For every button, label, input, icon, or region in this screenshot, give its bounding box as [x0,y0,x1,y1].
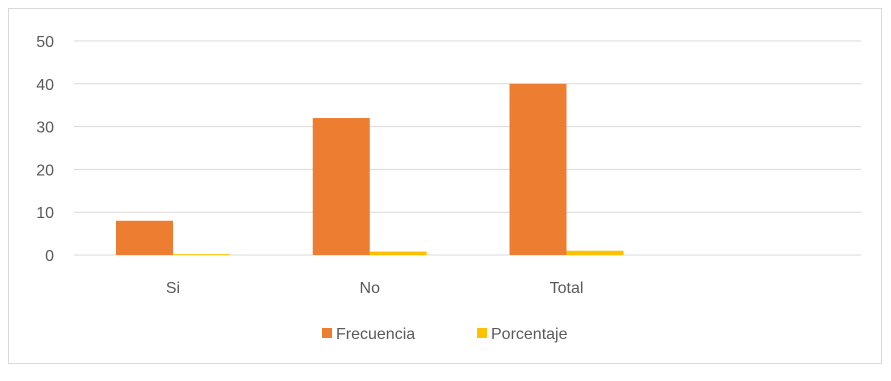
chart-area: 0 10 20 30 40 50 Si No Total Frecuencia Porcentaje [8,8,882,364]
x-tick-label: Si [166,280,180,297]
y-tick-label: 20 [36,162,54,179]
bar-frecuencia-no [312,118,370,255]
bar-porcentaje-no [369,251,427,255]
bar-porcentaje-total [566,250,624,255]
bar-frecuencia-total [509,83,567,255]
bar-chart: 0 10 20 30 40 50 Si No Total Frecuencia Porcentaje [36,34,861,343]
y-tick-label: 0 [45,248,54,265]
x-tick-label: No [360,280,381,297]
x-tick-label: Total [550,280,584,297]
y-tick-label: 40 [36,77,54,94]
y-tick-label: 10 [36,205,54,222]
legend-swatch-frecuencia [322,328,332,338]
bar-frecuencia-si [116,220,173,255]
bar-porcentaje-si [173,254,230,255]
y-tick-label: 50 [36,34,54,51]
legend-swatch-porcentaje [477,328,487,338]
legend-label-frecuencia: Frecuencia [336,326,415,343]
y-tick-label: 30 [36,120,54,137]
legend-label-porcentaje: Porcentaje [491,326,568,343]
